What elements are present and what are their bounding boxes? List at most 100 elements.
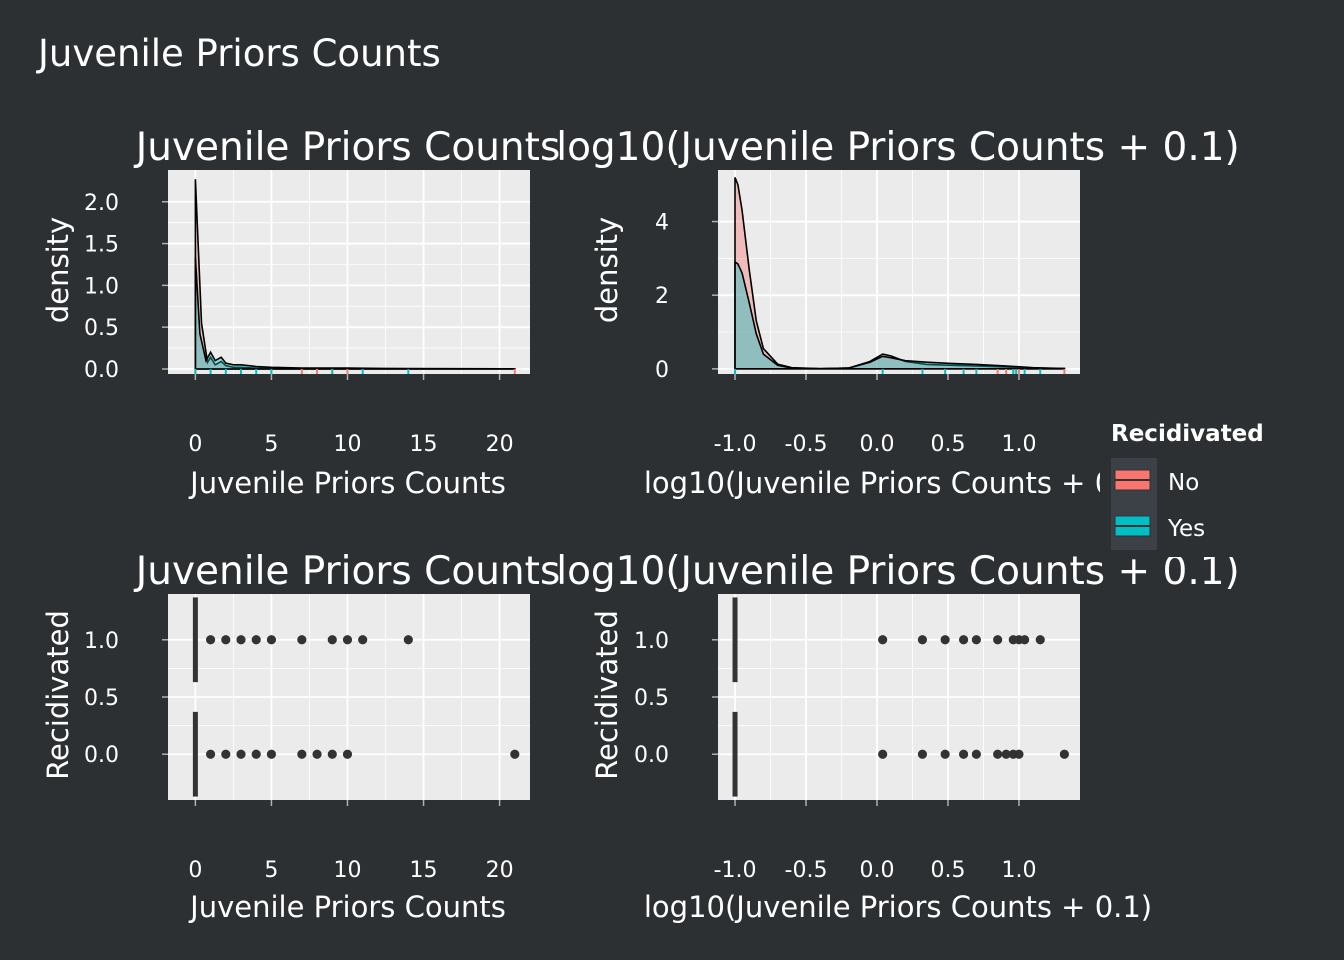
y-tick-label: 1.0 (84, 274, 119, 299)
y-tick-label: 1.5 (84, 233, 119, 258)
outlier-point (940, 749, 950, 759)
chart-panel-density-raw: Juvenile Priors Counts Juvenile Priors C… (41, 125, 560, 500)
outlier-point (205, 749, 216, 759)
x-tick-label: -1.0 (714, 432, 757, 457)
outlier-point (342, 749, 353, 759)
outlier-point (221, 749, 231, 759)
x-axis-title: log10(Juvenile Priors Counts + 0.1) (644, 890, 1152, 924)
outlier-point (327, 635, 337, 645)
outlier-point (971, 635, 981, 645)
x-tick-label: 10 (333, 858, 361, 883)
y-tick-label: 0.0 (634, 743, 669, 768)
x-tick-label: -1.0 (714, 858, 757, 883)
y-axis-title: density (590, 217, 624, 323)
x-tick-label: 0.5 (930, 432, 965, 457)
outlier-point (342, 635, 353, 645)
y-tick-label: 2.0 (84, 191, 119, 216)
outlier-point (1001, 749, 1011, 759)
outlier-point (1059, 749, 1069, 759)
x-axis-title: log10(Juvenile Priors Counts + 0.1) (644, 466, 1152, 500)
x-tick-label: 0.0 (859, 858, 894, 883)
outlier-point (917, 635, 928, 645)
boxplot-box (732, 597, 738, 683)
y-tick-label: 2 (655, 284, 669, 309)
x-tick-label: 15 (410, 858, 438, 883)
legend-label-yes: Yes (1167, 516, 1205, 542)
outlier-point (236, 635, 246, 645)
x-tick-label: 15 (410, 432, 438, 457)
y-tick-label: 0.0 (84, 743, 119, 768)
outlier-point (1020, 635, 1030, 645)
chart-panel-box-log: log10(Juvenile Priors Counts + 0.1) log1… (556, 549, 1240, 924)
outlier-point (940, 635, 950, 645)
y-tick-label: 4 (655, 211, 669, 236)
legend: Recidivated No Yes (1100, 412, 1270, 557)
y-axis-title: Recidivated (590, 610, 624, 780)
plot-background (168, 170, 530, 374)
outlier-point (297, 749, 307, 759)
outlier-point (251, 749, 261, 759)
y-tick-label: 0.0 (84, 358, 119, 383)
outlier-point (1014, 749, 1024, 759)
outlier-point (878, 749, 888, 759)
boxplot-box (732, 711, 738, 797)
y-axis-title: Recidivated (41, 610, 75, 780)
x-tick-label: 0.0 (859, 432, 894, 457)
outlier-point (205, 635, 216, 645)
outlier-point (358, 635, 368, 645)
boxplot-box (192, 711, 198, 797)
outlier-point (251, 635, 261, 645)
x-axis-title: Juvenile Priors Counts (188, 466, 506, 500)
y-tick-label: 1.0 (634, 629, 669, 654)
x-tick-label: 1.0 (1001, 858, 1036, 883)
x-tick-label: 20 (486, 858, 514, 883)
outlier-point (917, 749, 928, 759)
x-tick-label: -0.5 (785, 432, 828, 457)
panel-title: Juvenile Priors Counts (133, 125, 561, 170)
chart-panel-density-log: log10(Juvenile Priors Counts + 0.1) log1… (556, 125, 1240, 500)
x-tick-label: 0 (188, 432, 202, 457)
y-tick-label: 0.5 (634, 686, 669, 711)
x-tick-label: 10 (333, 432, 361, 457)
outlier-point (221, 635, 231, 645)
panel-title: log10(Juvenile Priors Counts + 0.1) (556, 125, 1240, 170)
outlier-point (958, 749, 969, 759)
y-tick-label: 0 (655, 358, 669, 383)
density-area-yes (194, 257, 516, 370)
x-axis-title: Juvenile Priors Counts (188, 890, 506, 924)
y-tick-label: 1.0 (84, 629, 119, 654)
x-tick-label: 5 (264, 858, 278, 883)
chart-panel-box-raw: Juvenile Priors Counts Juvenile Priors C… (41, 549, 560, 924)
outlier-point (327, 749, 337, 759)
outlier-point (971, 749, 981, 759)
boxplot-box (192, 597, 198, 683)
legend-title: Recidivated (1111, 421, 1264, 447)
outlier-point (510, 749, 520, 759)
outlier-point (403, 635, 413, 645)
plot-background (718, 170, 1080, 374)
outlier-point (266, 635, 277, 645)
panel-title: Juvenile Priors Counts (133, 549, 561, 594)
outlier-point (993, 635, 1003, 645)
density-area-yes (734, 260, 1066, 370)
x-tick-label: -0.5 (785, 858, 828, 883)
figure-title: Juvenile Priors Counts (36, 32, 441, 75)
outlier-point (993, 749, 1003, 759)
outlier-point (1035, 635, 1045, 645)
x-tick-label: 20 (486, 432, 514, 457)
outlier-point (266, 749, 277, 759)
x-tick-label: 0.5 (930, 858, 965, 883)
outlier-point (958, 635, 969, 645)
outlier-point (878, 635, 888, 645)
legend-label-no: No (1168, 470, 1199, 496)
outlier-point (236, 749, 246, 759)
y-axis-title: density (41, 217, 75, 323)
y-tick-label: 0.5 (84, 686, 119, 711)
x-tick-label: 5 (264, 432, 278, 457)
y-tick-label: 0.5 (84, 316, 119, 341)
x-tick-label: 0 (188, 858, 202, 883)
outlier-point (297, 635, 307, 645)
x-tick-label: 1.0 (1001, 432, 1036, 457)
outlier-point (312, 749, 322, 759)
